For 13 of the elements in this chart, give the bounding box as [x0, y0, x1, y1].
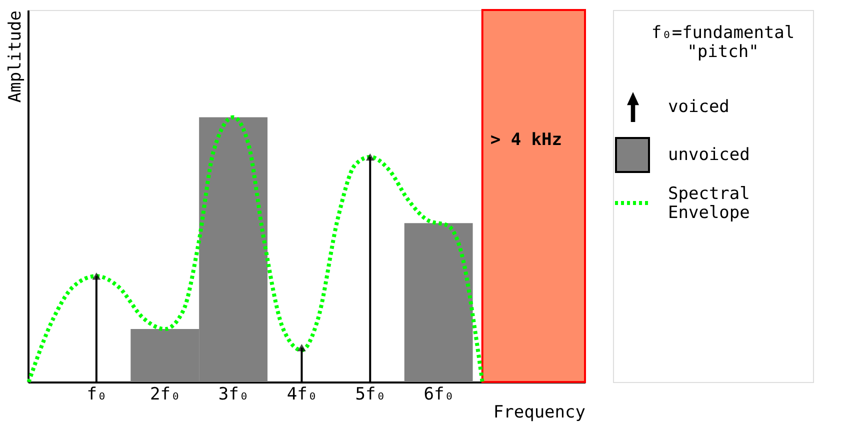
legend-label: unvoiced — [668, 145, 750, 165]
x-tick-label: 5f₀ — [355, 384, 386, 404]
legend-label: Spectral Envelope — [668, 184, 750, 223]
legend-label: voiced — [668, 97, 730, 117]
legend-title: f₀=fundamental "pitch" — [651, 23, 795, 62]
x-tick-label: f₀ — [86, 384, 108, 404]
x-tick-label: 2f₀ — [150, 384, 181, 404]
band-label: > 4 kHz — [490, 130, 562, 150]
x-axis-title: Frequency — [493, 402, 586, 422]
x-tick-label: 4f₀ — [286, 384, 318, 404]
x-tick-label: 6f₀ — [424, 384, 454, 404]
y-axis-title: Amplitude — [6, 10, 26, 103]
x-tick-label: 3f₀ — [218, 384, 250, 404]
